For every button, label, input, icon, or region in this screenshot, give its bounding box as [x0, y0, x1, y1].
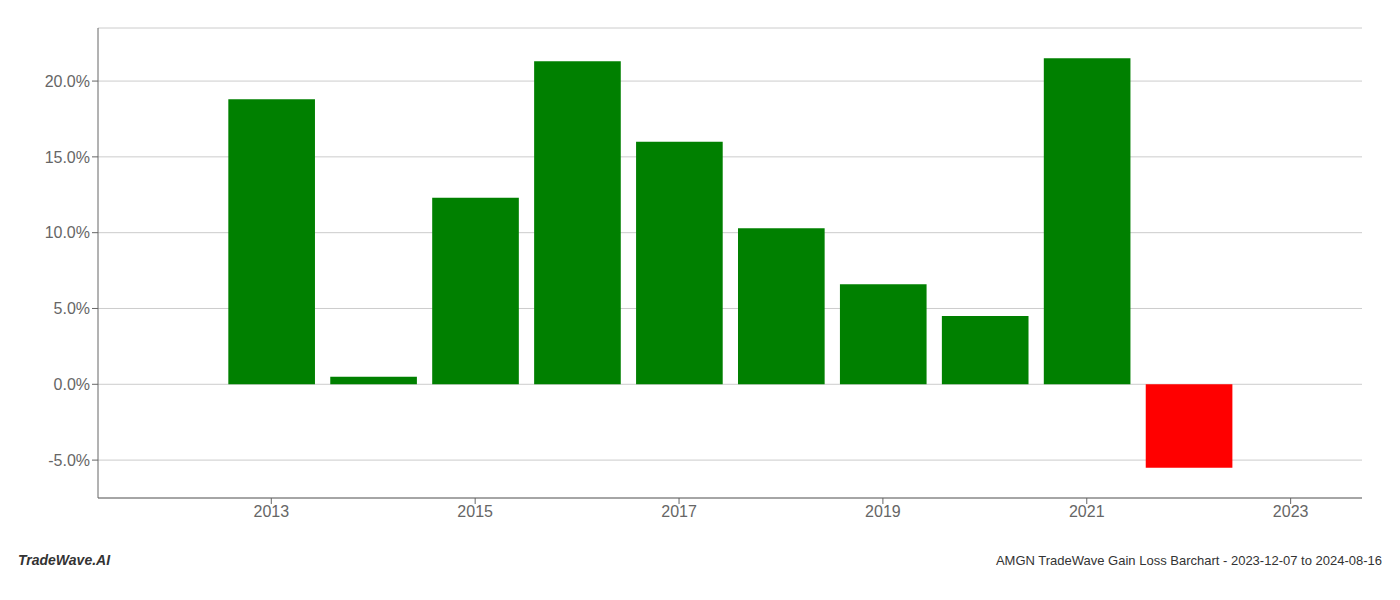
svg-text:2023: 2023: [1273, 503, 1309, 520]
svg-text:0.0%: 0.0%: [54, 376, 90, 393]
svg-text:15.0%: 15.0%: [45, 149, 90, 166]
html-text:TradeWave.AI: TradeWave.AI: [18, 552, 111, 568]
svg-text:10.0%: 10.0%: [45, 224, 90, 241]
svg-text:2021: 2021: [1069, 503, 1105, 520]
svg-text:-5.0%: -5.0%: [48, 452, 90, 469]
html-text:AMGN TradeWave Gain Loss Barch: AMGN TradeWave Gain Loss Barchart - 2023…: [995, 553, 1382, 568]
svg-text:2017: 2017: [661, 503, 697, 520]
svg-text:20.0%: 20.0%: [45, 73, 90, 90]
svg-text:2019: 2019: [865, 503, 901, 520]
svg-text:5.0%: 5.0%: [54, 300, 90, 317]
svg-text:2015: 2015: [457, 503, 493, 520]
svg-text:2013: 2013: [253, 503, 289, 520]
